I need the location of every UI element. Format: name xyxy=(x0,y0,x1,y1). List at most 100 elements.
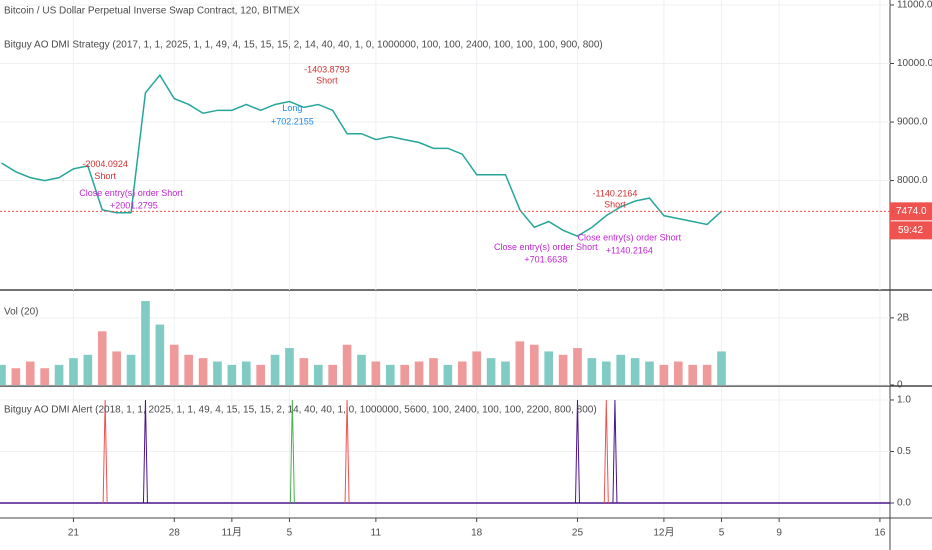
trade-annotation: +2001.2795 xyxy=(110,201,158,211)
volume-bar xyxy=(558,354,568,385)
volume-bar xyxy=(126,354,136,385)
volume-bar xyxy=(227,364,237,385)
volume-bar xyxy=(717,351,726,385)
trade-annotation: Short xyxy=(94,171,116,181)
volume-bar xyxy=(371,361,381,385)
x-tick-label: 18 xyxy=(471,528,483,539)
volume-bar xyxy=(529,344,539,385)
trade-annotation: -1140.2164 xyxy=(592,188,637,198)
volume-bar xyxy=(169,344,179,385)
volume-bar xyxy=(673,361,683,385)
volume-bar xyxy=(83,354,93,385)
x-tick-label: 28 xyxy=(169,528,181,539)
y-tick-label: 0.0 xyxy=(897,498,911,509)
y-tick-label: 9000.0 xyxy=(897,117,928,128)
alert-spike xyxy=(102,399,108,503)
x-tick-label: 11月 xyxy=(222,527,242,539)
volume-bar xyxy=(69,358,78,385)
volume-bar xyxy=(443,364,453,385)
marks xyxy=(0,73,890,504)
countdown-label: 59:42 xyxy=(898,225,923,236)
volume-bar xyxy=(573,348,582,385)
alert-spike xyxy=(603,399,609,503)
x-tick-label: 25 xyxy=(572,528,584,539)
chart-title: Bitcoin / US Dollar Perpetual Inverse Sw… xyxy=(4,6,300,17)
volume-bar xyxy=(256,364,265,385)
x-tick-label: 21 xyxy=(68,528,80,539)
volume-bar xyxy=(587,358,597,385)
y-tick-label: 0 xyxy=(897,380,903,391)
y-tick-label: 8000.0 xyxy=(897,175,928,186)
y-tick-label: 10000.0 xyxy=(897,58,932,69)
volume-bar xyxy=(213,361,222,385)
volume-bar xyxy=(285,348,294,385)
volume-bar xyxy=(313,364,323,385)
volume-bar xyxy=(342,344,352,385)
alert-label: Bitguy AO DMI Alert (2018, 1, 1, 2025, 1… xyxy=(4,405,597,416)
trade-annotation: Close entry(s) order Short xyxy=(494,242,598,252)
volume-bar xyxy=(141,301,150,385)
strategy-label: Bitguy AO DMI Strategy (2017, 1, 1, 2025… xyxy=(4,40,603,51)
volume-bar xyxy=(429,358,438,385)
volume-bar xyxy=(25,361,35,385)
alert-spike xyxy=(612,399,618,503)
volume-bar xyxy=(486,358,496,385)
trade-annotation: Close entry(s) order Short xyxy=(578,232,682,242)
trade-annotation: -2004.0924 xyxy=(82,159,128,169)
volume-bar xyxy=(501,361,510,385)
volume-bar xyxy=(616,354,626,385)
volume-bar xyxy=(241,361,251,385)
y-tick-label: 1.0 xyxy=(897,395,911,406)
volume-bar xyxy=(155,324,165,385)
volume-bar xyxy=(472,351,482,385)
volume-label: Vol (20) xyxy=(4,307,38,318)
volume-bar xyxy=(400,364,409,385)
alert-spike xyxy=(142,399,148,503)
volume-bar xyxy=(630,358,640,385)
x-tick-label: 5 xyxy=(287,528,293,539)
volume-bar xyxy=(515,341,525,385)
alert-spike xyxy=(574,399,580,503)
y-tick-label: 2B xyxy=(897,312,910,323)
alert-spike xyxy=(344,399,350,503)
volume-bar xyxy=(184,354,193,385)
volume-bar xyxy=(54,364,64,385)
grid xyxy=(0,0,890,517)
trade-annotation: Short xyxy=(604,200,626,210)
volume-bar xyxy=(414,361,424,385)
price-line xyxy=(1,73,723,237)
last-price-tag xyxy=(890,202,932,221)
trade-annotation: Short xyxy=(316,75,338,85)
x-tick-label: 16 xyxy=(874,528,886,539)
volume-bar xyxy=(601,361,611,385)
trade-annotation: +701.6638 xyxy=(524,255,567,265)
volume-bar xyxy=(0,364,6,385)
last-price-label: 7474.0 xyxy=(896,206,927,217)
volume-bar xyxy=(457,361,467,385)
y-tick-label: 0.5 xyxy=(897,446,911,457)
trade-annotation: -1403.8793 xyxy=(304,64,350,74)
countdown-tag xyxy=(890,221,932,240)
x-tick-label: 5 xyxy=(719,528,725,539)
volume-bar xyxy=(11,368,21,385)
volume-bar xyxy=(645,361,654,385)
volume-bar xyxy=(357,354,366,385)
volume-bar xyxy=(270,354,280,385)
volume-bar xyxy=(544,351,554,385)
volume-bar xyxy=(385,364,395,385)
x-tick-label: 12月 xyxy=(653,527,674,539)
x-tick-label: 11 xyxy=(371,528,382,539)
volume-bar xyxy=(688,364,698,385)
trade-annotation: +1140.2164 xyxy=(606,246,653,256)
volume-bar xyxy=(659,364,669,385)
volume-bar xyxy=(702,364,712,385)
volume-bar xyxy=(299,358,309,385)
x-tick-label: 9 xyxy=(776,528,782,539)
trade-annotation: Close entry(s) order Short xyxy=(79,188,183,198)
y-tick-label: 11000.0 xyxy=(897,0,932,11)
alert-spike xyxy=(289,399,295,503)
trade-annotation: +702.2155 xyxy=(271,116,314,126)
volume-bar xyxy=(198,358,208,385)
